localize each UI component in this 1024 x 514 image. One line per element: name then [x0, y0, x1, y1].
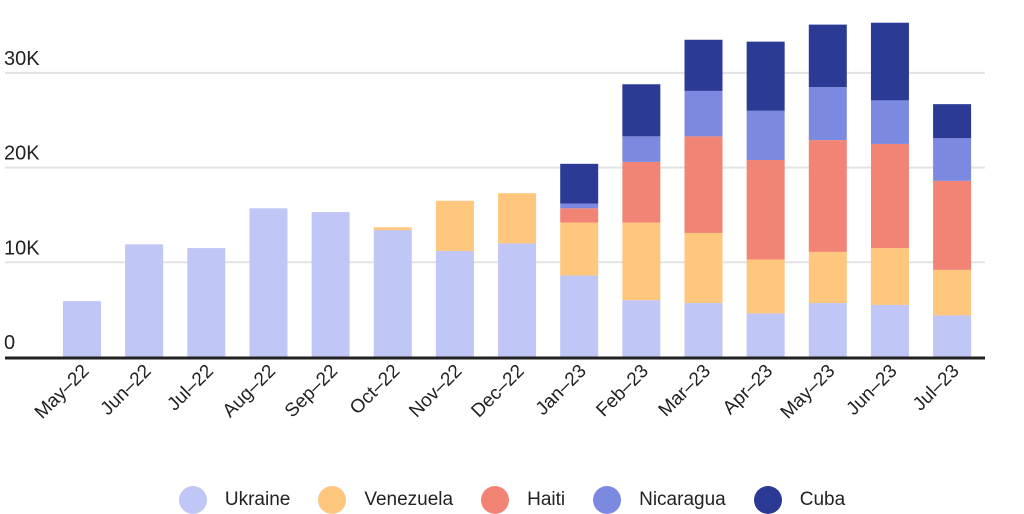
bar-segment-venezuela: [933, 269, 972, 316]
bar-segment-cuba: [870, 22, 909, 101]
bar-segment-nicaragua: [684, 90, 723, 137]
legend-item-haiti: Haiti: [481, 486, 565, 514]
bar-segment-ukraine: [933, 315, 972, 357]
bar-segment-nicaragua: [808, 87, 847, 141]
bar-segment-venezuela: [560, 222, 599, 276]
bar-segment-cuba: [622, 84, 661, 137]
bar-segment-cuba: [808, 24, 847, 88]
bar-segment-haiti: [560, 208, 599, 223]
legend: Ukraine Venezuela Haiti Nicaragua Cuba: [0, 486, 1024, 514]
bar-segment-ukraine: [684, 303, 723, 357]
bar-segment-haiti: [870, 143, 909, 249]
bar-segment-venezuela: [684, 232, 723, 304]
bar-segment-ukraine: [746, 313, 785, 357]
bar-segment-venezuela: [870, 248, 909, 305]
bar-segment-ukraine: [560, 275, 599, 357]
x-tick-label: Jul–22: [163, 361, 217, 415]
x-tick-label: May–22: [31, 361, 94, 424]
bar-segment-ukraine: [622, 300, 661, 357]
x-tick-label: Jul–23: [909, 361, 963, 415]
stacked-bar-chart: 0 10K 20K 30K May–22 Jun–22 Jul–22 Aug–22 Sep–2…: [4, 22, 985, 424]
bar-segment-venezuela: [808, 251, 847, 304]
bar-segment-ukraine: [187, 248, 226, 357]
bar-segment-venezuela: [746, 259, 785, 314]
bar-segment-nicaragua: [622, 136, 661, 162]
bar-segment-ukraine: [311, 212, 350, 357]
bar-segment-ukraine: [435, 250, 474, 357]
bar-segment-venezuela: [435, 200, 474, 251]
legend-swatch: [593, 486, 622, 514]
bar-segment-haiti: [622, 161, 661, 223]
x-tick-label: Feb–23: [592, 361, 652, 421]
x-tick-label: Dec–22: [467, 361, 528, 422]
bar-segment-cuba: [746, 41, 785, 111]
bar-segment-haiti: [808, 140, 847, 252]
bar-segment-cuba: [933, 104, 972, 139]
bar-segment-ukraine: [870, 304, 909, 357]
legend-item-cuba: Cuba: [753, 486, 846, 514]
y-tick-label: 0: [4, 332, 15, 354]
x-tick-label: May–23: [777, 361, 840, 424]
bar-segment-nicaragua: [560, 203, 599, 209]
bar-segment-venezuela: [622, 222, 661, 301]
bar-segment-nicaragua: [746, 110, 785, 161]
legend-label: Ukraine: [224, 489, 291, 510]
x-tick-label: Jun–23: [843, 361, 902, 420]
bar-segment-ukraine: [498, 243, 537, 357]
bar-segment-ukraine: [63, 301, 101, 357]
x-tick-label: Oct–22: [346, 361, 404, 419]
bar-segment-haiti: [684, 136, 723, 233]
x-tick-label: Sep–22: [281, 361, 342, 422]
bar-segment-venezuela: [373, 227, 412, 231]
legend-swatch: [481, 486, 510, 514]
legend-item-venezuela: Venezuela: [318, 486, 453, 514]
y-tick-label: 10K: [4, 237, 40, 259]
bar-segment-ukraine: [808, 303, 847, 357]
legend-label: Nicaragua: [639, 489, 726, 510]
x-tick-label: Jun–22: [97, 361, 156, 420]
x-tick-label: Jan–23: [532, 361, 591, 420]
x-tick-label: Aug–22: [219, 361, 280, 422]
x-tick-label: Nov–22: [405, 361, 466, 422]
legend-item-nicaragua: Nicaragua: [593, 486, 726, 514]
bar-segment-ukraine: [125, 244, 164, 357]
bar-segment-haiti: [933, 180, 972, 270]
y-tick-label: 20K: [4, 143, 40, 165]
bar-segment-haiti: [746, 160, 785, 260]
legend-swatch: [178, 486, 207, 514]
legend-swatch: [753, 486, 782, 514]
x-tick-label: Mar–23: [655, 361, 715, 421]
x-tick-label: Apr–23: [719, 361, 777, 419]
legend-label: Venezuela: [364, 489, 454, 510]
bar-segment-nicaragua: [870, 100, 909, 144]
legend-swatch: [318, 486, 347, 514]
bar-segment-ukraine: [373, 230, 412, 357]
legend-label: Cuba: [799, 489, 846, 510]
bar-segment-venezuela: [498, 193, 537, 244]
bar-segment-cuba: [560, 163, 599, 204]
bar-segment-cuba: [684, 39, 723, 91]
legend-label: Haiti: [527, 489, 566, 510]
bar-segment-ukraine: [249, 208, 288, 357]
legend-item-ukraine: Ukraine: [178, 486, 291, 514]
bar-segment-nicaragua: [933, 138, 972, 181]
y-tick-label: 30K: [4, 48, 40, 70]
